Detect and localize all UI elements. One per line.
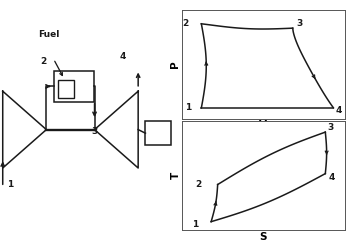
Bar xyxy=(58,80,74,98)
Text: 3: 3 xyxy=(296,19,302,28)
Bar xyxy=(54,71,94,102)
Text: 2: 2 xyxy=(182,19,188,28)
Text: 1: 1 xyxy=(185,103,191,112)
Bar xyxy=(145,121,171,145)
Text: 1: 1 xyxy=(192,220,198,229)
Text: 3: 3 xyxy=(91,127,97,136)
Text: 2: 2 xyxy=(195,180,201,189)
Y-axis label: T: T xyxy=(170,172,180,180)
Text: 1: 1 xyxy=(7,180,13,189)
Text: 4: 4 xyxy=(335,106,341,115)
Text: 3: 3 xyxy=(327,123,333,132)
Text: Fuel: Fuel xyxy=(38,30,60,39)
X-axis label: S: S xyxy=(259,232,267,240)
Text: 4: 4 xyxy=(120,52,126,61)
X-axis label: V: V xyxy=(259,120,267,130)
Text: 4: 4 xyxy=(329,173,335,182)
Y-axis label: P: P xyxy=(170,60,180,68)
Text: 2: 2 xyxy=(40,57,46,66)
